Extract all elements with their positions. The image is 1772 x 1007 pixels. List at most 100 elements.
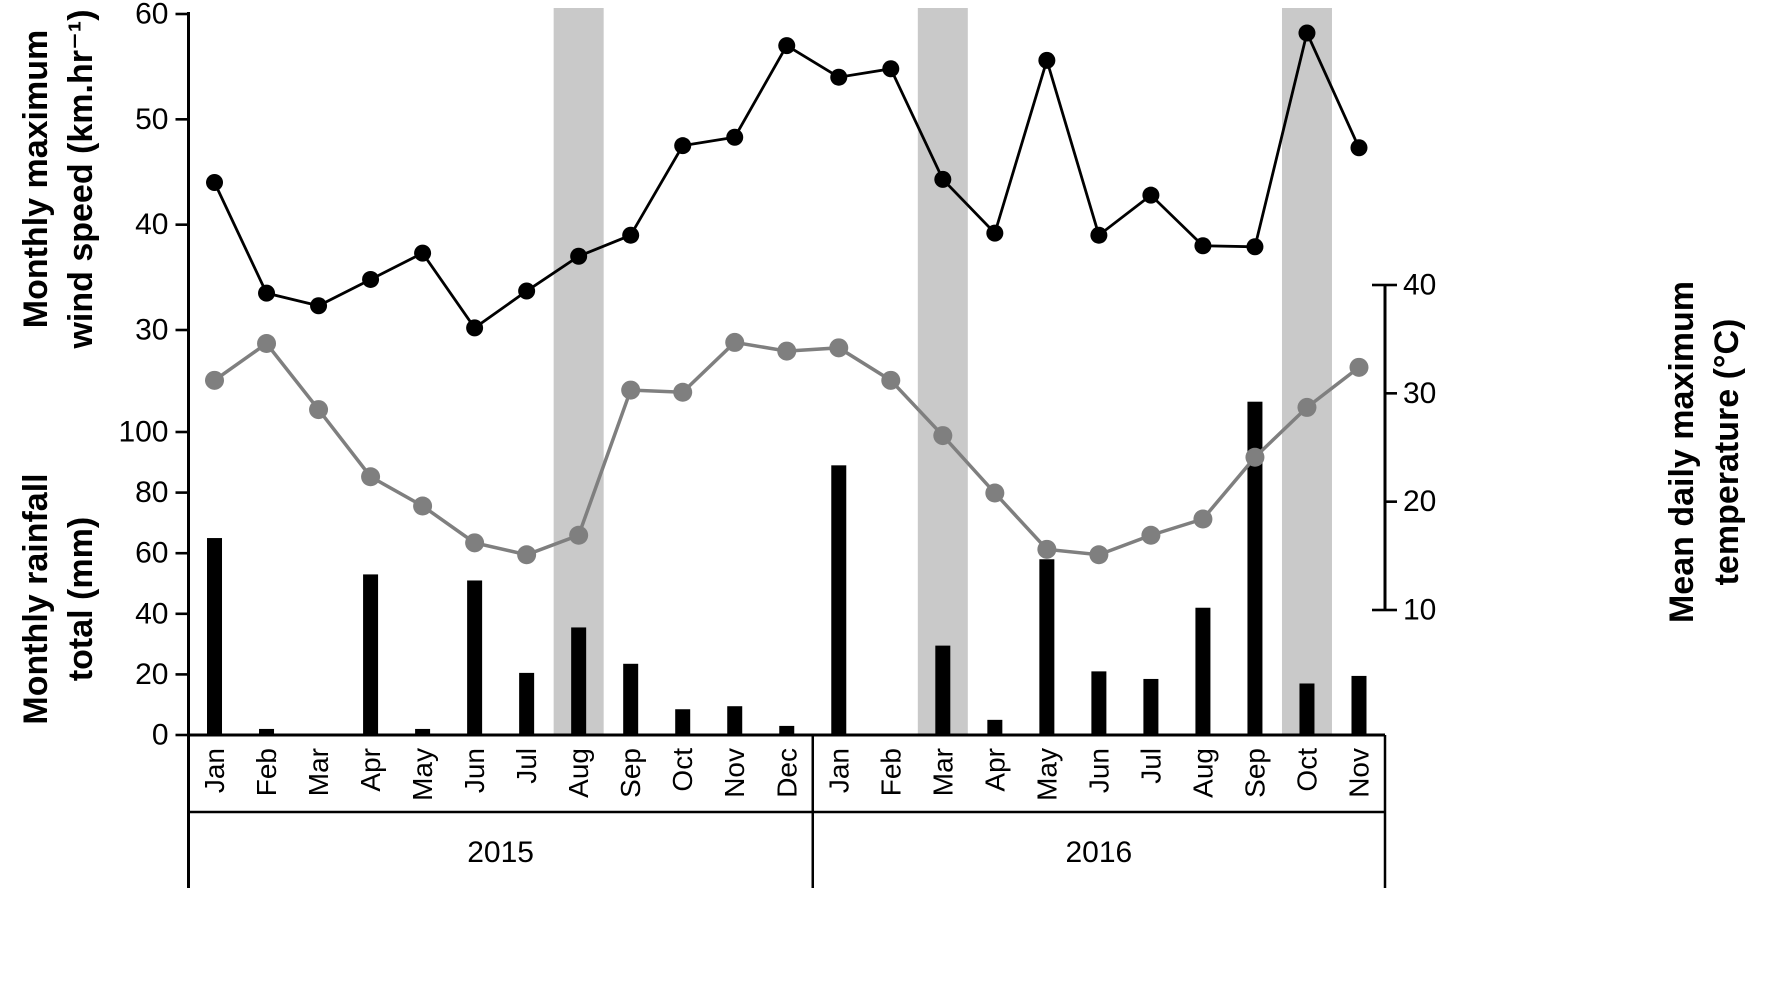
month-label: May — [407, 748, 438, 801]
month-label: Apr — [979, 748, 1010, 792]
wind-speed-data-point — [674, 137, 692, 155]
temperature-data-point — [1349, 357, 1369, 377]
month-label: Jan — [823, 748, 854, 793]
wind-speed-data-point — [310, 297, 328, 315]
month-label: Nov — [1343, 748, 1374, 798]
wind-axis-tick-label: 60 — [135, 0, 168, 31]
temperature-data-point — [1141, 525, 1161, 545]
month-label: Nov — [719, 748, 750, 798]
temp-axis-title-line2: temperature (°C) — [1708, 318, 1746, 586]
wind-speed-data-point — [570, 247, 588, 265]
temperature-data-point — [621, 380, 641, 400]
rainfall-bar — [1039, 559, 1055, 735]
rainfall-bar — [779, 725, 795, 735]
temperature-data-point — [777, 341, 797, 361]
wind-axis-title-line1: Monthly maximum — [17, 29, 55, 329]
month-label: Oct — [1291, 748, 1322, 792]
temperature-data-point — [829, 338, 849, 358]
month-label: Mar — [303, 748, 334, 796]
temperature-data-point — [1037, 539, 1057, 559]
wind-speed-data-point — [778, 37, 796, 55]
temp-axis-title-line1: Mean daily maximum — [1663, 281, 1701, 624]
rainfall-bar — [831, 465, 847, 735]
rainfall-bar — [363, 574, 379, 735]
month-label: Jun — [1083, 748, 1114, 793]
rain-axis-tick-label: 60 — [135, 537, 168, 570]
temperature-data-point — [569, 525, 589, 545]
rainfall-bar — [727, 706, 743, 735]
rain-axis-tick-label: 20 — [135, 658, 168, 691]
highlight-band — [917, 8, 968, 735]
highlight-band — [1281, 8, 1332, 735]
wind-speed-data-point — [518, 282, 536, 300]
temperature-data-point — [257, 334, 277, 353]
rain-axis-tick-label: 40 — [135, 597, 168, 630]
month-label: Oct — [667, 748, 698, 792]
wind-speed-data-point — [1038, 51, 1056, 69]
rainfall-bar — [207, 538, 223, 735]
wind-axis-title: Monthly maximum wind speed (km.hr⁻¹) — [14, 8, 104, 350]
wind-axis-tick-label: 50 — [135, 103, 168, 136]
wind-speed-data-point — [258, 284, 276, 302]
rainfall-bar — [519, 672, 535, 735]
temperature-data-point — [517, 545, 537, 565]
month-label: Feb — [875, 748, 906, 796]
wind-speed-data-point — [1194, 237, 1212, 255]
rain-axis-title-line2: total (mm) — [62, 516, 100, 682]
temperature-data-point — [673, 382, 693, 402]
month-label: Apr — [355, 748, 386, 792]
month-label: May — [1031, 748, 1062, 801]
month-label: Jul — [1135, 748, 1166, 784]
month-label: Feb — [251, 748, 282, 796]
rainfall-bar — [259, 728, 275, 735]
month-label: Jul — [511, 748, 542, 784]
temp-axis-tick-label: 40 — [1403, 269, 1436, 302]
rain-axis-title-line1: Monthly rainfall — [17, 473, 55, 725]
wind-axis-tick-label: 40 — [135, 208, 168, 241]
month-label: Aug — [1187, 748, 1218, 798]
month-label: Jun — [459, 748, 490, 793]
wind-speed-data-point — [466, 319, 484, 337]
temperature-data-point — [881, 370, 901, 390]
temp-axis-tick-label: 20 — [1403, 485, 1436, 518]
wind-speed-data-point — [1090, 226, 1108, 244]
temperature-data-point — [413, 496, 433, 516]
rainfall-bar — [1247, 401, 1263, 735]
rainfall-bar — [467, 580, 483, 735]
temperature-data-point — [1193, 509, 1213, 529]
month-label: Aug — [563, 748, 594, 798]
rainfall-bar — [1299, 683, 1315, 735]
rainfall-bar — [1195, 607, 1211, 735]
temp-axis-title: Mean daily maximum temperature (°C) — [1660, 250, 1750, 654]
rainfall-bar — [675, 709, 691, 735]
temperature-data-point — [725, 332, 745, 352]
year-label: 2016 — [1066, 836, 1133, 869]
temperature-line — [213, 340, 1361, 557]
temperature-data-point — [465, 533, 485, 553]
rainfall-bar — [1091, 671, 1107, 735]
temp-axis-tick-label: 10 — [1403, 594, 1436, 627]
temp-axis-tick-label: 30 — [1403, 377, 1436, 410]
wind-speed-data-point — [934, 170, 952, 188]
year-label: 2015 — [467, 836, 534, 869]
wind-axis-title-line2: wind speed (km.hr⁻¹) — [62, 9, 100, 349]
wind-speed-data-point — [830, 68, 848, 86]
month-label: Dec — [771, 748, 802, 798]
temperature-data-point — [361, 467, 381, 487]
temperature-data-point — [309, 400, 329, 420]
rainfall-bar — [623, 663, 639, 735]
rainfall-bar — [415, 728, 431, 735]
wind-speed-data-point — [882, 60, 900, 78]
wind-speed-data-point — [1246, 238, 1264, 256]
wind-speed-data-point — [622, 226, 640, 244]
wind-speed-data-point — [1350, 139, 1368, 157]
rain-axis-title: Monthly rainfall total (mm) — [14, 446, 104, 752]
temperature-data-point — [1245, 447, 1265, 467]
wind-axis-tick-label: 30 — [135, 314, 168, 347]
wind-speed-line — [213, 28, 1361, 330]
rainfall-bar — [1351, 675, 1367, 735]
rain-axis-tick-label: 0 — [152, 719, 169, 752]
wind-speed-data-point — [1298, 24, 1316, 42]
temperature-data-point — [1297, 397, 1317, 417]
